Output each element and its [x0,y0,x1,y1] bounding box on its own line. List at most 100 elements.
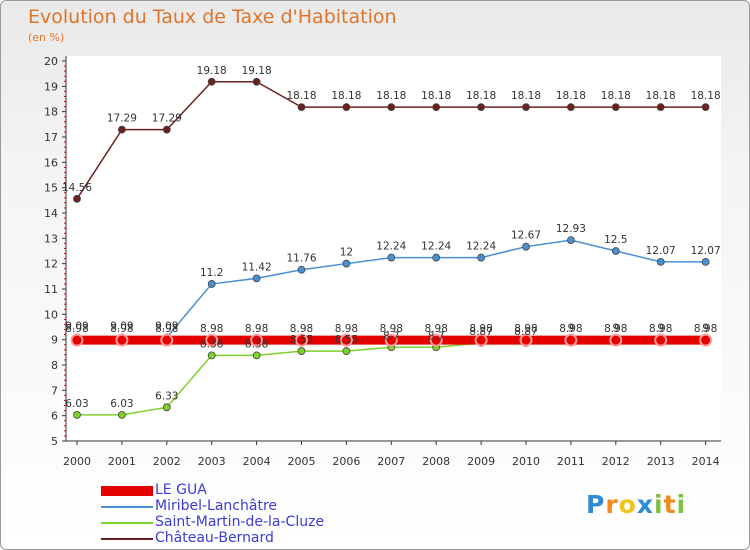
data-point [207,280,216,288]
data-label: 6.03 [110,398,133,410]
chart-title: Evolution du Taux de Taxe d'Habitation [28,6,397,28]
chart-unit-label: (en %) [28,31,65,44]
x-tick-label: 2011 [557,455,585,468]
data-label: 9.09 [155,320,178,332]
data-point [656,257,665,266]
data-label: 8.98 [245,323,268,335]
data-point [252,274,261,283]
data-point [611,247,620,255]
data-label: 11.76 [286,253,316,265]
x-tick-label: 2009 [467,455,495,468]
data-point [477,253,486,262]
y-tick-label: 12 [44,258,58,271]
x-tick-label: 2005 [288,455,316,468]
logo-letter: t [663,490,677,519]
data-label: 8.98 [425,323,448,335]
data-label: 9.09 [110,320,133,332]
data-label: 6.03 [65,398,88,410]
logo-letter: r [605,490,619,519]
data-point [339,333,353,347]
y-tick-label: 19 [44,80,58,93]
logo-letter: i [654,490,664,519]
data-point [162,125,171,134]
y-tick-label: 8 [51,359,58,372]
data-label: 12.24 [376,241,406,253]
data-point [118,125,126,134]
data-point [387,253,396,262]
data-point [297,103,306,112]
data-point [342,103,351,112]
y-tick-label: 5 [51,435,58,448]
data-point [429,333,443,347]
data-point [522,242,530,251]
data-label: 8.98 [469,323,492,335]
data-point [522,103,530,112]
legend-label: Château-Bernard [155,530,274,546]
data-point [567,236,575,245]
data-label: 18.18 [376,90,406,102]
data-label: 8.55 [335,334,358,346]
logo-letter: x [636,490,654,519]
data-point [207,77,216,86]
data-point [432,103,441,112]
data-label: 8.98 [110,323,133,335]
data-label: 12.93 [556,223,586,235]
y-tick-label: 9 [51,334,58,347]
data-point [384,333,398,347]
data-point [656,103,665,112]
legend-swatch-miribel-lanchatre [101,506,153,508]
data-label: 9 [612,323,619,335]
x-tick-label: 2000 [63,455,91,468]
legend-swatch-chateau-bernard [101,538,153,540]
data-point [73,194,81,203]
logo-letter: o [618,490,637,519]
data-point [654,333,668,347]
legend-swatch-le-gua [101,486,153,496]
x-tick-label: 2012 [602,455,630,468]
data-label: 8.7 [428,330,445,342]
y-tick-label: 20 [44,55,58,68]
legend-label: Saint-Martin-de-la-Cluze [155,514,325,530]
data-point [252,77,261,86]
data-point [611,103,620,112]
data-label: 18.18 [691,90,721,102]
data-point [564,333,578,347]
data-label: 12.5 [604,234,627,246]
data-label: 9 [568,323,575,335]
x-tick-label: 2014 [692,455,720,468]
data-point [567,103,575,112]
data-point [250,333,264,347]
data-label: 17.29 [107,113,137,125]
data-label: 9 [657,323,664,335]
y-tick-label: 7 [51,384,58,397]
data-point [162,403,171,412]
data-label: 18.18 [511,90,541,102]
data-point [519,333,533,347]
data-point [205,333,219,347]
data-label: 18.18 [421,90,451,102]
data-point [387,103,396,112]
data-label: 18.18 [601,90,631,102]
legend-label: LE GUA [155,482,207,498]
data-label: 6.33 [155,390,178,402]
y-tick-label: 18 [44,106,58,119]
data-label: 8.98 [694,323,717,335]
y-tick-label: 16 [44,156,58,169]
x-tick-label: 2007 [377,455,405,468]
data-label: 8.38 [245,338,268,350]
data-label: 18.18 [466,90,496,102]
data-label: 8.98 [649,323,672,335]
data-point [342,347,351,355]
data-point [73,411,81,419]
data-point [115,333,129,347]
data-label: 8.98 [155,323,178,335]
y-tick-label: 17 [44,131,58,144]
data-label: 12 [340,247,353,259]
data-label: 18.18 [646,90,676,102]
data-point [477,103,486,112]
data-label: 8.98 [335,323,358,335]
data-point [118,411,126,419]
data-label: 8.98 [514,323,537,335]
